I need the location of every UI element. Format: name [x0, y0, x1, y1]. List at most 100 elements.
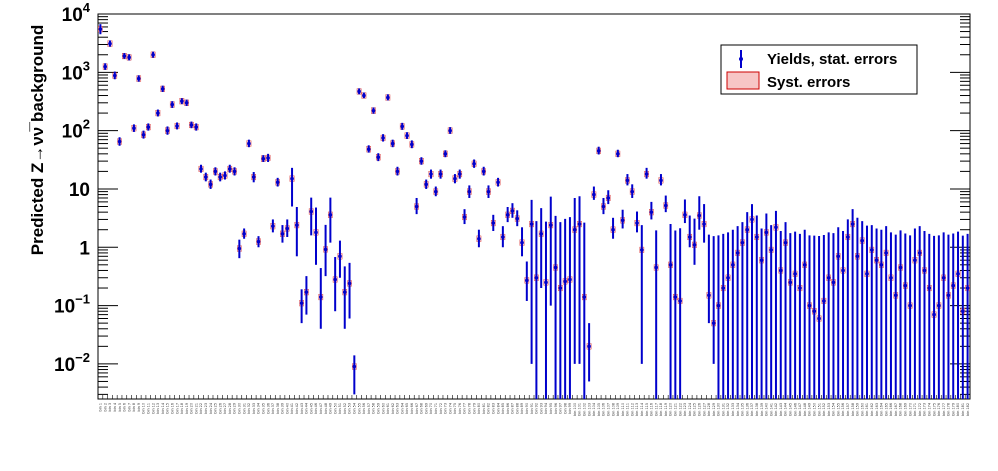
x-bin-label: bin 76: [458, 403, 462, 414]
x-bin-label: bin 105: [597, 403, 601, 416]
data-point: [323, 247, 328, 252]
x-bin-label: bin 124: [688, 403, 692, 416]
x-bin-label: bin 150: [812, 403, 816, 416]
data-point: [884, 251, 888, 255]
x-bin-label: bin 127: [702, 403, 706, 416]
x-bin-label: bin 145: [789, 403, 793, 416]
data-point: [548, 223, 553, 227]
data-point: [156, 111, 160, 115]
data-point: [563, 279, 567, 284]
x-bin-label: bin 25: [214, 403, 218, 414]
data-point: [616, 152, 620, 156]
x-bin-label: bin 172: [918, 403, 922, 416]
x-bin-label: bin 89: [520, 403, 524, 414]
x-bin-label: bin 156: [841, 403, 845, 416]
x-bin-label: bin 121: [674, 403, 678, 416]
data-point: [841, 268, 845, 273]
x-bin-label: bin 175: [932, 403, 936, 416]
data-point: [165, 128, 170, 133]
x-bin-label: bin 58: [372, 403, 376, 414]
x-bin-label: bin 95: [549, 403, 553, 414]
x-bin-label: bin 33: [252, 403, 256, 414]
data-point: [486, 189, 491, 194]
data-point: [846, 235, 850, 239]
data-point: [874, 258, 879, 262]
x-bin-label: bin 166: [889, 403, 893, 416]
y-axis-label: Predicted Z→νν̅ background: [28, 25, 47, 256]
data-point: [275, 180, 280, 185]
data-point: [601, 204, 606, 209]
data-point: [98, 27, 103, 31]
x-bin-label: bin 142: [774, 403, 778, 416]
axes: 10−2 10−1 1 10 102 103 104: [54, 0, 971, 399]
y-tick-label: 10−2: [54, 350, 90, 376]
data-point: [711, 321, 716, 325]
data-point: [941, 275, 946, 280]
y-tick-label: 104: [62, 0, 91, 26]
data-point: [529, 222, 534, 226]
data-point: [410, 142, 414, 147]
data-point: [822, 299, 826, 303]
x-bin-label: bin 79: [472, 403, 476, 414]
data-point: [630, 189, 635, 194]
data-point: [951, 283, 956, 288]
x-bin-label: bin 149: [808, 403, 812, 416]
x-bin-label: bin 80: [477, 403, 481, 414]
data-point: [544, 280, 548, 285]
x-bin-label: bin 100: [573, 403, 577, 416]
x-bin-label: bin 60: [381, 403, 385, 414]
x-bin-label: bin 136: [745, 403, 749, 416]
x-bin-label: bin 109: [616, 403, 620, 416]
data-point: [745, 227, 750, 232]
x-bin-label: bin 69: [424, 403, 428, 414]
x-bin-label: bin 53: [348, 403, 352, 414]
legend-marker-syst: [726, 71, 760, 90]
x-bin-label: bin 113: [635, 403, 639, 416]
data-point: [663, 203, 668, 208]
x-bin-label: bin 83: [491, 403, 495, 414]
x-bin-label: bin 10: [142, 403, 146, 414]
x-bin-label: bin 16: [170, 403, 174, 414]
x-bin-label: bin 48: [324, 403, 328, 414]
data-point: [223, 173, 227, 178]
data-point: [826, 275, 831, 280]
data-point: [232, 169, 237, 174]
data-point: [318, 295, 323, 299]
x-bin-label: bin 107: [606, 403, 610, 416]
x-bin-label: bin 35: [261, 403, 265, 414]
data-point: [132, 126, 136, 131]
data-point: [692, 243, 697, 247]
data-point: [400, 124, 405, 129]
data-point: [558, 286, 563, 290]
x-bin-label: bin 24: [209, 403, 213, 414]
data-point: [606, 196, 611, 200]
data-point: [247, 141, 251, 146]
data-point: [443, 152, 448, 156]
data-point: [673, 295, 678, 299]
data-point: [831, 280, 836, 285]
x-bin-label: bin 72: [439, 403, 443, 414]
data-point: [836, 254, 841, 259]
x-bin-label: bin 131: [721, 403, 725, 416]
x-bin-label: bin 32: [247, 403, 251, 414]
data-point: [414, 204, 419, 209]
data-point: [295, 223, 299, 227]
x-bin-label: bin 129: [712, 403, 716, 416]
x-bin-label: bin 7: [127, 403, 131, 411]
data-point: [572, 227, 577, 232]
x-bin-label: bin 140: [765, 403, 769, 416]
x-bin-label: bin 6: [123, 403, 127, 411]
data-point: [937, 303, 941, 308]
data-point: [520, 240, 524, 245]
x-bin-label: bin 13: [156, 403, 160, 414]
x-bin-label: bin 155: [836, 403, 840, 416]
data-point: [357, 89, 361, 94]
legend: Yields, stat. errors Syst. errors: [720, 44, 918, 95]
data-point: [860, 238, 864, 243]
x-bin-label: bin 146: [793, 403, 797, 416]
x-bin-label: bin 28: [228, 403, 232, 414]
x-bin-label: bin 31: [242, 403, 246, 414]
data-point: [419, 159, 424, 163]
x-bin-label: bin 27: [223, 403, 227, 414]
x-bin-label: bin 137: [750, 403, 754, 416]
